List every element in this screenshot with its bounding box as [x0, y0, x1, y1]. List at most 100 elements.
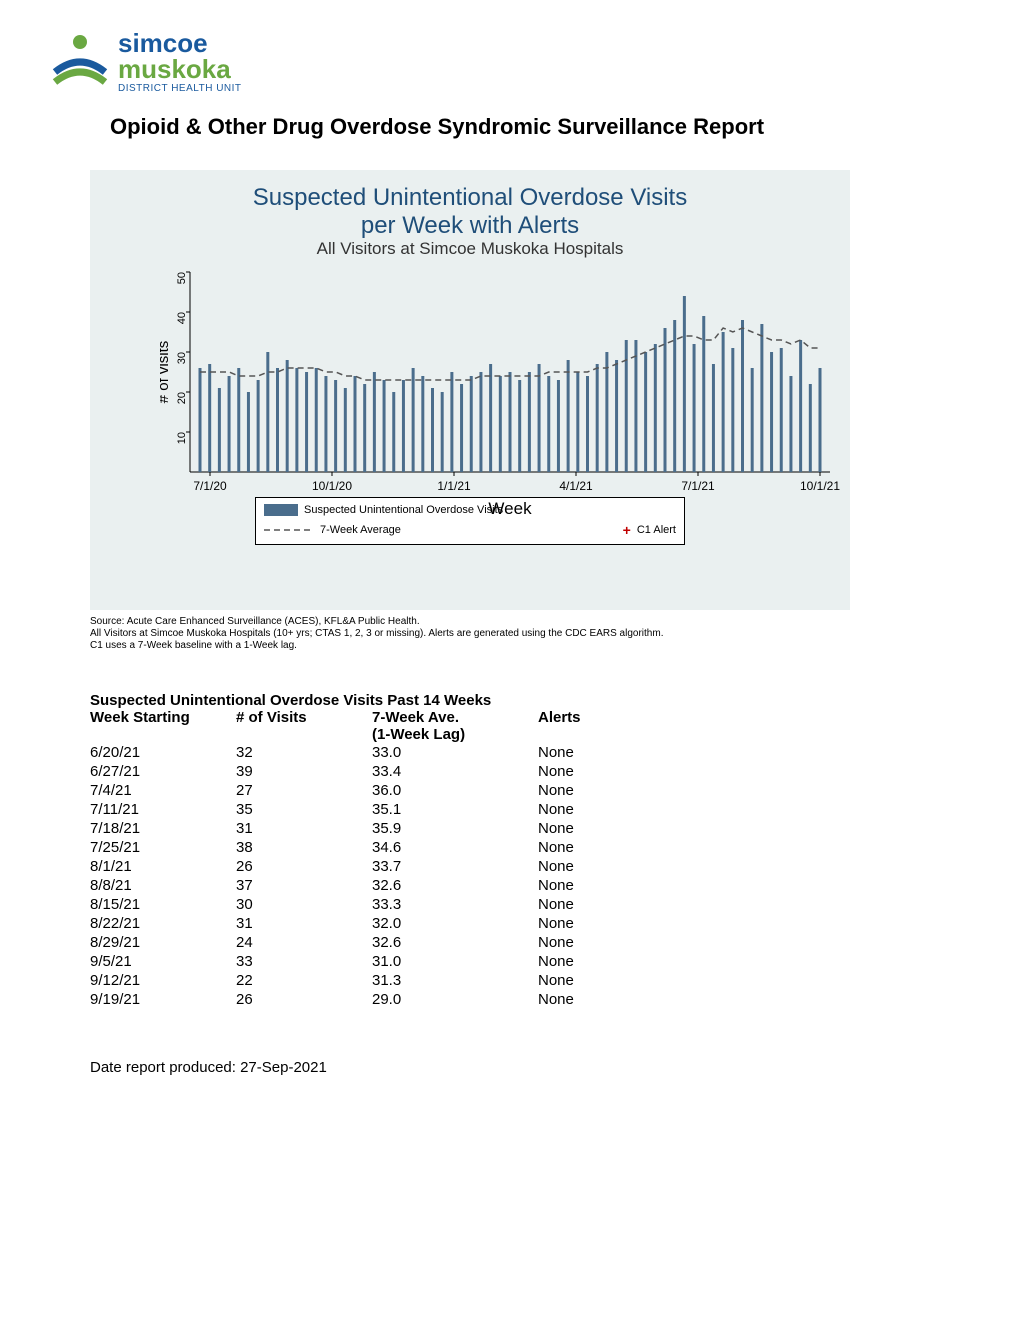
svg-text:Week: Week: [488, 499, 532, 518]
date-produced: Date report produced: 27-Sep-2021: [90, 1059, 970, 1076]
logo-line1: simcoe: [118, 30, 242, 56]
table-cell: 32: [236, 743, 372, 762]
svg-text:10/1/20: 10/1/20: [312, 479, 352, 493]
chart-plot-area: 1020304050# of visits7/1/2010/1/201/1/21…: [160, 267, 840, 487]
svg-text:20: 20: [176, 392, 188, 404]
table-cell: None: [538, 933, 650, 952]
svg-text:10/1/21: 10/1/21: [800, 479, 840, 493]
chart-source-line3: C1 uses a 7-Week baseline with a 1-Week …: [90, 640, 297, 651]
table-cell: 9/5/21: [90, 952, 236, 971]
chart-source-note: Source: Acute Care Enhanced Surveillance…: [90, 616, 850, 652]
table-row: 7/18/213135.9None: [90, 819, 650, 838]
table-cell: 32.0: [372, 914, 538, 933]
date-produced-label: Date report produced:: [90, 1059, 240, 1076]
table-cell: 31.0: [372, 952, 538, 971]
table-cell: 32.6: [372, 876, 538, 895]
table-cell: None: [538, 781, 650, 800]
table-cell: 35.9: [372, 819, 538, 838]
table-cell: 37: [236, 876, 372, 895]
logo-line2: muskoka: [118, 56, 242, 82]
table-cell: None: [538, 914, 650, 933]
table-cell: 33.3: [372, 895, 538, 914]
table-row: 9/12/212231.3None: [90, 971, 650, 990]
th-visits: # of Visits: [236, 709, 372, 743]
overdose-chart: Suspected Unintentional Overdose Visits …: [90, 170, 850, 610]
table-cell: None: [538, 838, 650, 857]
table-row: 7/4/212736.0None: [90, 781, 650, 800]
table-cell: None: [538, 819, 650, 838]
table-row: 8/15/213033.3None: [90, 895, 650, 914]
table-cell: 7/11/21: [90, 800, 236, 819]
svg-text:30: 30: [176, 352, 188, 364]
table-cell: None: [538, 990, 650, 1009]
table-row: 6/20/213233.0None: [90, 743, 650, 762]
table-cell: 33.4: [372, 762, 538, 781]
table-cell: 31.3: [372, 971, 538, 990]
table-row: 8/22/213132.0None: [90, 914, 650, 933]
th-week-starting: Week Starting: [90, 709, 236, 743]
table-cell: 34.6: [372, 838, 538, 857]
svg-text:7/1/20: 7/1/20: [193, 479, 227, 493]
overdose-table: Week Starting # of Visits 7-Week Ave.(1-…: [90, 709, 650, 1009]
table-cell: 8/22/21: [90, 914, 236, 933]
table-cell: None: [538, 952, 650, 971]
table-cell: 31: [236, 819, 372, 838]
table-cell: 8/15/21: [90, 895, 236, 914]
svg-text:7/1/21: 7/1/21: [681, 479, 715, 493]
table-cell: 39: [236, 762, 372, 781]
table-title: Suspected Unintentional Overdose Visits …: [90, 692, 650, 709]
th-alerts: Alerts: [538, 709, 650, 743]
table-cell: 27: [236, 781, 372, 800]
table-cell: 35.1: [372, 800, 538, 819]
table-cell: None: [538, 971, 650, 990]
table-cell: None: [538, 895, 650, 914]
chart-title-line1: Suspected Unintentional Overdose Visits: [253, 184, 687, 211]
table-cell: 29.0: [372, 990, 538, 1009]
table-cell: 36.0: [372, 781, 538, 800]
table-cell: None: [538, 762, 650, 781]
table-header: Week Starting # of Visits 7-Week Ave.(1-…: [90, 709, 650, 743]
table-cell: 8/29/21: [90, 933, 236, 952]
table-cell: None: [538, 800, 650, 819]
table-cell: 9/12/21: [90, 971, 236, 990]
table-cell: 7/18/21: [90, 819, 236, 838]
org-logo: simcoe muskoka DISTRICT HEALTH UNIT: [50, 30, 970, 94]
table-row: 7/25/213834.6None: [90, 838, 650, 857]
table-cell: 33.0: [372, 743, 538, 762]
overdose-table-section: Suspected Unintentional Overdose Visits …: [90, 692, 650, 1009]
table-cell: 6/20/21: [90, 743, 236, 762]
table-cell: 22: [236, 971, 372, 990]
table-cell: 6/27/21: [90, 762, 236, 781]
report-title: Opioid & Other Drug Overdose Syndromic S…: [110, 114, 970, 140]
table-cell: 26: [236, 857, 372, 876]
svg-text:# of visits: # of visits: [160, 341, 172, 404]
th-avg: 7-Week Ave.(1-Week Lag): [372, 709, 538, 743]
table-row: 9/19/212629.0None: [90, 990, 650, 1009]
table-cell: 7/25/21: [90, 838, 236, 857]
table-cell: 8/1/21: [90, 857, 236, 876]
svg-text:50: 50: [176, 272, 188, 284]
table-row: 7/11/213535.1None: [90, 800, 650, 819]
chart-source-line1: Source: Acute Care Enhanced Surveillance…: [90, 616, 420, 627]
table-cell: 7/4/21: [90, 781, 236, 800]
table-cell: 33: [236, 952, 372, 971]
table-cell: 32.6: [372, 933, 538, 952]
table-cell: 38: [236, 838, 372, 857]
table-cell: 31: [236, 914, 372, 933]
logo-line3: DISTRICT HEALTH UNIT: [118, 84, 242, 94]
table-cell: 8/8/21: [90, 876, 236, 895]
svg-text:10: 10: [176, 432, 188, 444]
table-cell: None: [538, 876, 650, 895]
chart-title-line2: per Week with Alerts: [361, 212, 579, 239]
chart-source-line2: All Visitors at Simcoe Muskoka Hospitals…: [90, 628, 663, 639]
date-produced-value: 27-Sep-2021: [240, 1059, 327, 1076]
logo-text: simcoe muskoka DISTRICT HEALTH UNIT: [118, 30, 242, 94]
table-body: 6/20/213233.0None6/27/213933.4None7/4/21…: [90, 743, 650, 1009]
table-cell: 24: [236, 933, 372, 952]
svg-text:40: 40: [176, 312, 188, 324]
table-cell: 33.7: [372, 857, 538, 876]
table-row: 8/1/212633.7None: [90, 857, 650, 876]
table-cell: 30: [236, 895, 372, 914]
svg-text:1/1/21: 1/1/21: [437, 479, 471, 493]
table-cell: 26: [236, 990, 372, 1009]
